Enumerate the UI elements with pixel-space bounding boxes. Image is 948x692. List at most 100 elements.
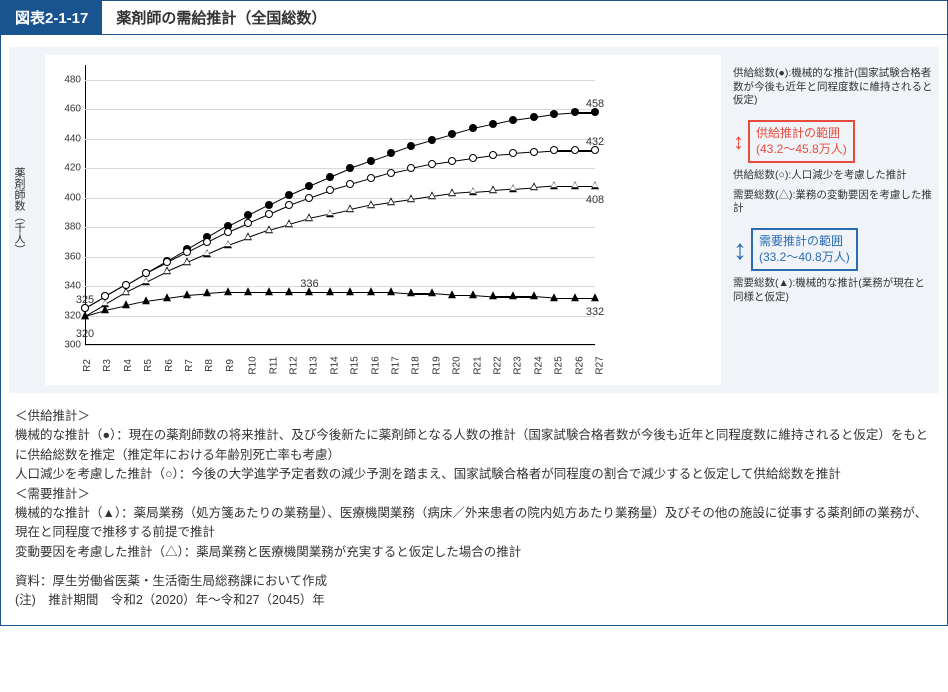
marker-demand_variable: [469, 187, 477, 195]
marker-supply_pop_decline: [305, 194, 313, 202]
x-tick-label: R24: [533, 356, 544, 374]
x-tick-label: R2: [82, 359, 93, 372]
marker-demand_variable: [203, 249, 211, 257]
marker-supply_pop_decline: [550, 146, 558, 154]
marker-demand_mechanical: [265, 287, 273, 295]
title-bar: 図表2-1-17 薬剤師の需給推計（全国総数）: [1, 1, 947, 35]
y-tick-label: 300: [51, 340, 81, 351]
marker-demand_mechanical: [142, 296, 150, 304]
marker-demand_mechanical: [285, 287, 293, 295]
marker-demand_mechanical: [448, 290, 456, 298]
marker-demand_variable: [550, 181, 558, 189]
gridline: [85, 139, 595, 140]
marker-supply_mechanical: [469, 124, 477, 132]
marker-demand_mechanical: [367, 287, 375, 295]
marker-demand_mechanical: [407, 289, 415, 297]
x-tick-label: R4: [123, 359, 134, 372]
marker-demand_variable: [305, 213, 313, 221]
marker-supply_pop_decline: [163, 258, 171, 266]
y-tick-label: 320: [51, 310, 81, 321]
y-tick-label: 400: [51, 192, 81, 203]
note-line: 人口減少を考慮した推計（○）：今後の大学進学予定者数の減少予測を踏まえ、国家試験…: [15, 465, 933, 484]
figure-title: 薬剤師の需給推計（全国総数）: [102, 1, 340, 34]
marker-supply_pop_decline: [183, 248, 191, 256]
marker-supply_pop_decline: [224, 228, 232, 236]
marker-demand_mechanical: [183, 290, 191, 298]
marker-demand_variable: [183, 258, 191, 266]
marker-demand_mechanical: [387, 287, 395, 295]
note-line: ＜供給推計＞: [15, 407, 933, 426]
marker-supply_pop_decline: [448, 157, 456, 165]
marker-demand_mechanical: [591, 293, 599, 301]
marker-supply_mechanical: [407, 142, 415, 150]
marker-supply_mechanical: [530, 113, 538, 121]
x-tick-label: R20: [452, 356, 463, 374]
supply-range-box: 供給推計の範囲 (43.2～45.8万人): [748, 120, 855, 163]
marker-demand_variable: [489, 185, 497, 193]
marker-demand_variable: [571, 181, 579, 189]
marker-demand_mechanical: [244, 287, 252, 295]
marker-supply_mechanical: [326, 173, 334, 181]
marker-demand_variable: [367, 200, 375, 208]
chart-box: 300320340360380400420440460480R2R3R4R5R6…: [45, 55, 721, 385]
marker-supply_pop_decline: [203, 238, 211, 246]
gridline: [85, 198, 595, 199]
x-tick-label: R14: [329, 356, 340, 374]
marker-demand_variable: [163, 267, 171, 275]
marker-supply_mechanical: [571, 108, 579, 116]
note-line: 機械的な推計（●）：現在の薬剤師数の将来推計、及び今後新たに薬剤師となる人数の推…: [15, 426, 933, 465]
marker-demand_variable: [428, 191, 436, 199]
marker-demand_mechanical: [489, 292, 497, 300]
x-tick-label: R15: [350, 356, 361, 374]
x-tick-label: R21: [472, 356, 483, 374]
arrow-icon: ↕: [733, 129, 744, 155]
marker-demand_variable: [448, 188, 456, 196]
value-label: 408: [586, 194, 604, 206]
x-tick-label: R25: [554, 356, 565, 374]
marker-demand_variable: [122, 287, 130, 295]
marker-supply_mechanical: [509, 116, 517, 124]
marker-supply_pop_decline: [407, 164, 415, 172]
y-tick-label: 360: [51, 251, 81, 262]
arrow-icon: ↕: [733, 234, 747, 266]
x-tick-label: R17: [391, 356, 402, 374]
demand-range-row: ↕ 需要推計の範囲 (33.2～40.8万人): [733, 222, 933, 277]
marker-demand_mechanical: [428, 289, 436, 297]
marker-supply_pop_decline: [244, 219, 252, 227]
marker-supply_pop_decline: [285, 201, 293, 209]
marker-demand_variable: [346, 205, 354, 213]
marker-supply_pop_decline: [428, 160, 436, 168]
gridline: [85, 257, 595, 258]
marker-demand_mechanical: [224, 287, 232, 295]
x-tick-label: R11: [268, 357, 279, 375]
marker-supply_mechanical: [550, 110, 558, 118]
marker-demand_mechanical: [550, 293, 558, 301]
note-line: ＜需要推計＞: [15, 485, 933, 504]
gridline: [85, 345, 595, 346]
marker-supply_mechanical: [305, 182, 313, 190]
x-tick-label: R12: [289, 356, 300, 374]
marker-supply_mechanical: [367, 157, 375, 165]
marker-supply_pop_decline: [489, 151, 497, 159]
marker-supply_pop_decline: [265, 210, 273, 218]
marker-supply_pop_decline: [469, 154, 477, 162]
x-tick-label: R27: [595, 356, 606, 374]
marker-supply_pop_decline: [571, 146, 579, 154]
figure-number: 図表2-1-17: [1, 1, 102, 34]
marker-demand_mechanical: [571, 293, 579, 301]
marker-supply_pop_decline: [387, 169, 395, 177]
marker-demand_variable: [387, 197, 395, 205]
value-label: 336: [300, 278, 318, 290]
marker-supply_pop_decline: [326, 186, 334, 194]
x-tick-label: R7: [184, 359, 195, 372]
marker-supply_mechanical: [489, 120, 497, 128]
value-label: 320: [76, 328, 94, 340]
y-axis-title: 薬剤師数（千人）: [11, 167, 27, 255]
marker-demand_mechanical: [81, 311, 89, 319]
y-tick-label: 480: [51, 74, 81, 85]
marker-demand_mechanical: [203, 289, 211, 297]
marker-demand_mechanical: [163, 293, 171, 301]
marker-supply_pop_decline: [509, 149, 517, 157]
legend-supply-popdecline: 供給総数(○):人口減少を考慮した推計: [733, 169, 933, 183]
marker-demand_variable: [265, 225, 273, 233]
